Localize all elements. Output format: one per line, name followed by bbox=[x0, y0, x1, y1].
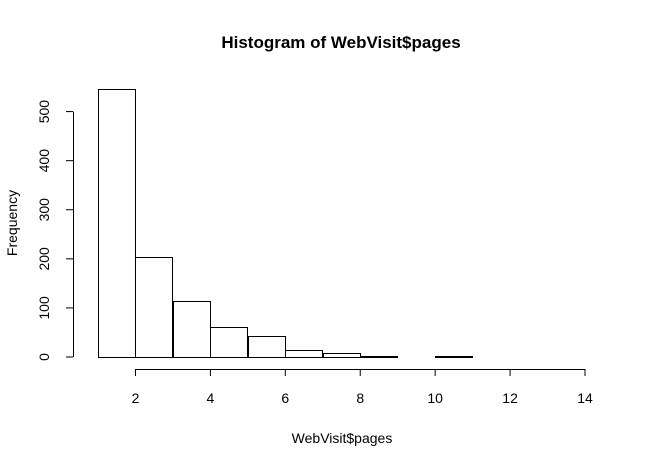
histogram-bar-7 bbox=[323, 353, 361, 358]
y-ticks-layer: 0 100 200 300 400 500 bbox=[36, 100, 73, 361]
histogram-bar-10 bbox=[435, 356, 473, 358]
x-axis-tick-label: 14 bbox=[577, 390, 593, 406]
histogram-bar-8 bbox=[360, 356, 398, 358]
x-axis-label: WebVisit$pages bbox=[292, 430, 393, 446]
chart-title: Histogram of WebVisit$pages bbox=[221, 33, 460, 52]
x-axis-tick-label: 12 bbox=[502, 390, 518, 406]
histogram-bar-3 bbox=[173, 301, 211, 358]
bars-layer bbox=[98, 89, 473, 358]
histogram-bar-2 bbox=[135, 257, 173, 358]
y-axis-tick-label: 100 bbox=[36, 296, 52, 320]
x-axis-tick-label: 6 bbox=[281, 390, 289, 406]
histogram-bar-5 bbox=[248, 336, 286, 358]
histogram-bar-4 bbox=[210, 327, 248, 358]
y-axis-tick-label: 300 bbox=[36, 198, 52, 222]
y-axis-tick-label: 400 bbox=[36, 149, 52, 173]
x-axis-tick-label: 8 bbox=[356, 390, 364, 406]
histogram-bar-6 bbox=[285, 350, 323, 358]
histogram-bar-1 bbox=[98, 89, 136, 358]
x-axis-tick-label: 2 bbox=[132, 390, 140, 406]
y-axis-tick-label: 500 bbox=[36, 100, 52, 124]
x-ticks-layer: 2 4 6 8 10 12 14 bbox=[132, 369, 593, 406]
x-axis-tick-label: 4 bbox=[206, 390, 214, 406]
x-axis-tick-label: 10 bbox=[427, 390, 443, 406]
y-axis-tick-label: 0 bbox=[36, 353, 52, 361]
y-axis-tick-label: 200 bbox=[36, 247, 52, 271]
y-axis-label: Frequency bbox=[4, 190, 20, 256]
